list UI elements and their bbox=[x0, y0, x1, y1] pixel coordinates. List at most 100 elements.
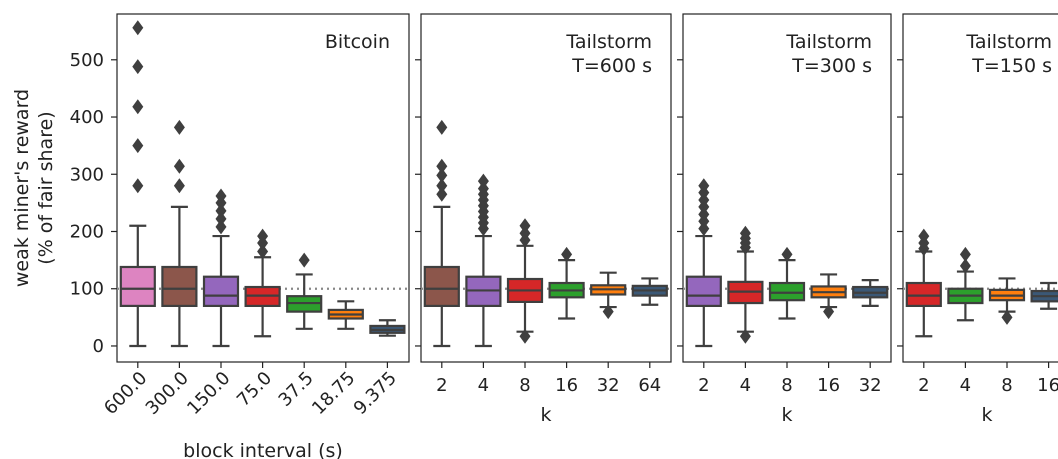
box-2 bbox=[685, 178, 722, 348]
panel-title: Tailstorm bbox=[565, 31, 652, 53]
outlier-point bbox=[436, 119, 448, 135]
x-tick-label: 16 bbox=[555, 375, 578, 396]
y-tick-label: 400 bbox=[70, 107, 104, 128]
x-tick-label: 32 bbox=[859, 375, 882, 396]
outlier-point bbox=[602, 304, 614, 320]
outlier-point bbox=[436, 178, 448, 194]
box-16 bbox=[810, 273, 847, 320]
x-tick-label: 8 bbox=[1001, 375, 1012, 396]
panel-title: Tailstorm bbox=[965, 31, 1052, 53]
outlier-point bbox=[698, 178, 710, 194]
y-tick-label: 0 bbox=[93, 336, 104, 357]
outlier-point bbox=[215, 203, 227, 219]
x-tick-label: 4 bbox=[478, 375, 489, 396]
panel-1: 600.0300.0150.075.037.518.759.375Bitcoin… bbox=[100, 13, 410, 459]
box-8 bbox=[506, 218, 544, 344]
x-tick-label: 32 bbox=[597, 375, 620, 396]
outlier-point bbox=[215, 211, 227, 227]
box-18.75 bbox=[327, 300, 364, 330]
y-tick-label: 200 bbox=[70, 222, 104, 243]
box-8 bbox=[768, 246, 806, 320]
box-8 bbox=[988, 277, 1026, 325]
outlier-point bbox=[257, 244, 269, 260]
box-iqr bbox=[119, 265, 156, 308]
panel-title: Tailstorm bbox=[785, 31, 872, 53]
outlier-point bbox=[132, 178, 144, 194]
box-iqr bbox=[202, 275, 240, 308]
box-iqr bbox=[161, 265, 198, 308]
outlier-point bbox=[739, 225, 751, 241]
outlier-point bbox=[1001, 309, 1013, 325]
box-75.0 bbox=[244, 228, 281, 338]
x-tick-label: 75.0 bbox=[233, 368, 276, 411]
outlier-point bbox=[173, 119, 185, 135]
outlier-point bbox=[477, 173, 489, 189]
box-32 bbox=[852, 279, 889, 308]
y-axis-label-line2: (% of fair share) bbox=[35, 111, 57, 264]
x-tick-label: 16 bbox=[1037, 375, 1058, 396]
outlier-point bbox=[215, 219, 227, 235]
panel-title: T=150 s bbox=[971, 55, 1052, 77]
panel-title: Bitcoin bbox=[325, 31, 390, 53]
x-tick-label: 2 bbox=[698, 375, 709, 396]
outlier-point bbox=[519, 328, 531, 344]
y-axis-label-line1: weak miner's reward bbox=[11, 89, 33, 287]
outlier-point bbox=[436, 186, 448, 202]
x-tick-label: 8 bbox=[781, 375, 792, 396]
panel-frame bbox=[420, 13, 672, 363]
x-tick-label: 4 bbox=[960, 375, 971, 396]
y-tick-label: 300 bbox=[70, 164, 104, 185]
outlier-point bbox=[436, 158, 448, 174]
panel-frame bbox=[902, 13, 1058, 363]
x-tick-label: 64 bbox=[638, 375, 661, 396]
outlier-point bbox=[215, 188, 227, 204]
x-tick-label: 2 bbox=[918, 375, 929, 396]
outlier-point bbox=[918, 228, 930, 244]
y-tick-label: 100 bbox=[70, 279, 104, 300]
outlier-point bbox=[959, 246, 971, 262]
box-16 bbox=[548, 246, 585, 320]
outlier-point bbox=[132, 99, 144, 115]
box-16 bbox=[1030, 281, 1058, 310]
outlier-point bbox=[823, 304, 835, 320]
panel-title: T=600 s bbox=[571, 55, 652, 77]
x-axis-label: block interval (s) bbox=[183, 440, 343, 459]
box-32 bbox=[590, 271, 627, 320]
x-tick-label: 2 bbox=[436, 375, 447, 396]
x-tick-label: 4 bbox=[740, 375, 751, 396]
x-axis-label: k bbox=[781, 404, 792, 426]
outlier-point bbox=[959, 258, 971, 274]
x-tick-label: 9.375 bbox=[350, 368, 401, 419]
outlier-point bbox=[173, 178, 185, 194]
box-64 bbox=[631, 277, 668, 306]
x-axis-label: k bbox=[981, 404, 992, 426]
outlier-point bbox=[781, 246, 793, 262]
outlier-point bbox=[257, 228, 269, 244]
box-iqr bbox=[423, 265, 460, 308]
box-37.5 bbox=[286, 252, 323, 330]
box-600.0 bbox=[119, 20, 156, 348]
x-tick-label: 8 bbox=[519, 375, 530, 396]
box-2 bbox=[905, 228, 942, 338]
x-tick-label: 600.0 bbox=[100, 368, 151, 419]
outlier-point bbox=[561, 246, 573, 262]
panel-title: T=300 s bbox=[791, 55, 872, 77]
box-150.0 bbox=[202, 188, 240, 348]
outlier-point bbox=[173, 158, 185, 174]
box-iqr bbox=[768, 281, 806, 302]
outlier-point bbox=[519, 218, 531, 234]
x-tick-label: 16 bbox=[817, 375, 840, 396]
box-4 bbox=[727, 225, 764, 344]
x-tick-label: 300.0 bbox=[142, 368, 193, 419]
box-iqr bbox=[905, 281, 942, 308]
outlier-point bbox=[436, 167, 448, 183]
x-axis-label: k bbox=[540, 404, 551, 426]
box-iqr bbox=[685, 275, 722, 308]
x-tick-label: 150.0 bbox=[183, 368, 234, 419]
outlier-point bbox=[298, 252, 310, 268]
outlier-point bbox=[132, 59, 144, 75]
